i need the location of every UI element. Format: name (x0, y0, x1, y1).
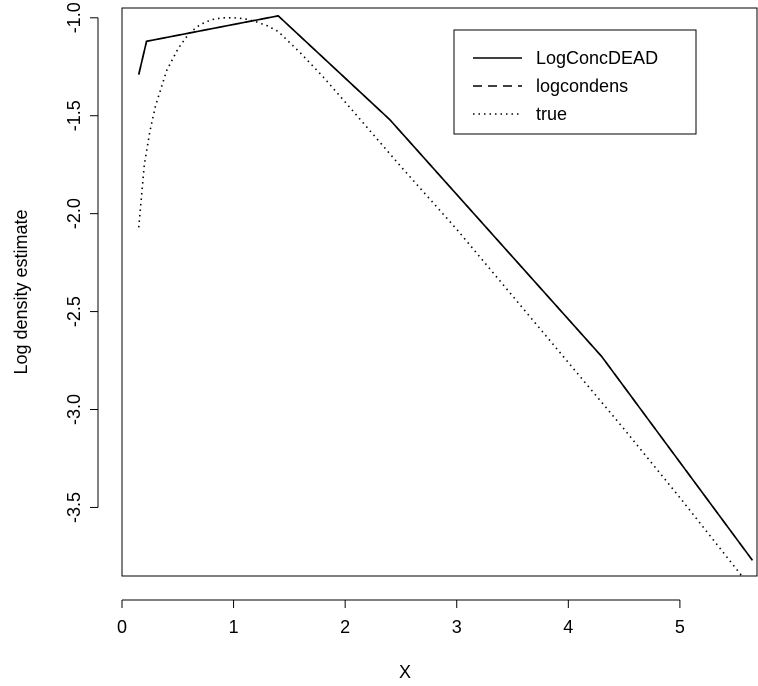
y-tick-label: -1.0 (64, 2, 84, 33)
x-tick-label: 4 (563, 617, 573, 637)
plot-frame (121, 7, 758, 577)
series-lines (137, 14, 754, 579)
x-axis: 0 1 2 3 4 5 (117, 599, 685, 637)
x-axis-title: X (399, 662, 411, 682)
y-axis: -1.0 -1.5 -2.0 -2.5 -3.0 -3.5 (64, 2, 99, 523)
legend: LogConcDEAD logcondens true (453, 29, 697, 135)
legend-label: LogConcDEAD (536, 48, 658, 68)
y-tick-label: -1.5 (64, 100, 84, 131)
y-tick-label: -2.5 (64, 296, 84, 327)
legend-box (453, 29, 697, 135)
legend-label: logcondens (536, 76, 628, 96)
x-tick-label: 1 (229, 617, 239, 637)
x-tick-label: 0 (117, 617, 127, 637)
y-axis-title: Log density estimate (11, 209, 31, 374)
series-line-true (137, 16, 745, 579)
y-tick-label: -3.5 (64, 492, 84, 523)
y-tick-label: -3.0 (64, 394, 84, 425)
legend-label: true (536, 104, 567, 124)
x-tick-label: 5 (675, 617, 685, 637)
x-tick-label: 2 (340, 617, 350, 637)
series-line-logcondens (137, 14, 754, 561)
x-tick-label: 3 (452, 617, 462, 637)
y-tick-label: -2.0 (64, 198, 84, 229)
